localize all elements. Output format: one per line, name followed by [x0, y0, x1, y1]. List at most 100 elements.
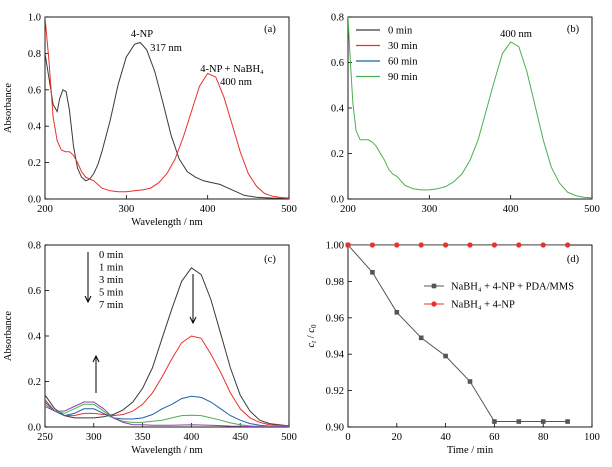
panel-b: 200 300 400 500 0.0 0.2 0.4 0.6 0.8 (b) 400 nm 0 mi… [331, 13, 600, 216]
series-line [45, 267, 289, 427]
y-tick-label: 0.8 [28, 241, 41, 252]
series-line [45, 401, 289, 427]
y-tick-label: 0.4 [28, 332, 42, 343]
data-point [467, 379, 473, 384]
panel-label: (b) [567, 24, 580, 35]
decrease-arrow-head [189, 316, 197, 325]
plot-frame [347, 16, 593, 200]
peak-label: 4-NP [131, 29, 153, 40]
y-tick-label: 0.4 [28, 122, 42, 133]
legend-label: 60 min [388, 57, 418, 68]
y-tick-label: 0.90 [326, 423, 344, 434]
x-tick-label: 300 [86, 432, 102, 443]
legend-label: 0 min [388, 26, 413, 37]
x-tick-label: 350 [135, 432, 151, 443]
time-label: 5 min [99, 288, 124, 299]
legend-marker [431, 283, 437, 289]
data-point [394, 310, 400, 315]
data-point [443, 242, 449, 248]
legend-label: 30 min [388, 41, 418, 52]
x-tick-label: 300 [118, 204, 134, 215]
y-tick-label: 0.0 [331, 195, 344, 206]
series-line [45, 17, 289, 199]
panel-d: 0 20 40 60 80 100 0.90 0.92 0.94 0.96 0.98 1.00 Time… [306, 241, 600, 457]
legend-marker [431, 301, 437, 307]
y-tick-label: 0.98 [326, 277, 344, 288]
data-point [467, 242, 473, 248]
x-tick-label: 40 [440, 432, 451, 443]
x-tick-label: 80 [538, 432, 549, 443]
y-tick-label: 0.94 [326, 350, 345, 361]
y-tick-label: 0.0 [28, 423, 41, 434]
data-point [492, 419, 497, 424]
peak-wavelength-label: 400 nm [220, 77, 252, 88]
data-point [540, 419, 546, 424]
x-tick-label: 400 [184, 432, 200, 443]
y-tick-label: 0.6 [28, 286, 41, 297]
rise-arrow-head [92, 354, 100, 363]
y-axis-label: ct / c0 [306, 324, 318, 347]
x-tick-label: 0 [345, 432, 350, 443]
series-line [348, 17, 592, 199]
x-tick-label: 20 [392, 432, 403, 443]
data-point [394, 242, 400, 248]
data-point [540, 242, 546, 248]
data-point [565, 242, 571, 248]
panel-c: 250 300 350 400 450 500 0.0 0.2 0.4 0.6 0.8 Wavelen… [3, 241, 297, 457]
x-tick-label: 400 [503, 204, 519, 215]
panel-label: (d) [567, 254, 580, 265]
y-tick-label: 1.0 [28, 13, 41, 24]
data-point [345, 242, 351, 248]
y-tick-label: 0.6 [331, 58, 344, 69]
legend-label: NaBH₄ + 4-NP [451, 300, 515, 311]
panel-label: (c) [264, 254, 276, 265]
series-line [45, 395, 289, 427]
time-arrow-head [84, 295, 92, 304]
series-line [348, 245, 568, 422]
plot-frame [44, 244, 290, 428]
peak-wavelength-label: 400 nm [500, 29, 532, 40]
data-point [565, 419, 570, 424]
plot-frame [347, 244, 593, 428]
panel-a: 200 300 400 500 0.0 0.2 0.4 0.6 0.8 1.0 Wavelength… [3, 13, 297, 229]
x-tick-label: 500 [281, 432, 297, 443]
peak-label: 4-NP + NaBH₄ [200, 64, 264, 75]
series-line [45, 41, 289, 199]
data-point [516, 242, 522, 248]
y-tick-label: 0.6 [28, 85, 41, 96]
legend-label: 90 min [388, 72, 418, 83]
y-axis-label: Absorbance [3, 83, 14, 133]
panel-label: (a) [264, 24, 276, 35]
x-axis-label: Wavelength / nm [131, 217, 202, 228]
y-tick-label: 0.96 [326, 313, 344, 324]
x-tick-label: 500 [281, 204, 297, 215]
y-tick-label: 0.2 [331, 149, 344, 160]
series-line [45, 335, 289, 427]
data-point [443, 353, 448, 359]
data-point [418, 335, 424, 341]
time-label: 7 min [99, 300, 124, 311]
x-tick-label: 500 [584, 204, 600, 215]
x-axis-label: Time / min [447, 445, 494, 456]
time-label: 0 min [99, 250, 124, 261]
y-tick-label: 0.2 [28, 377, 41, 388]
x-tick-label: 60 [489, 432, 500, 443]
data-point [370, 270, 375, 275]
data-point [516, 419, 522, 424]
y-tick-label: 0.92 [326, 386, 344, 397]
y-axis-label: Absorbance [3, 311, 14, 361]
data-point [491, 242, 497, 248]
peak-wavelength-label: 317 nm [150, 43, 182, 54]
series-line [45, 403, 289, 427]
x-tick-label: 200 [37, 204, 53, 215]
data-point [369, 242, 375, 248]
time-label: 3 min [99, 275, 124, 286]
y-tick-label: 0.4 [331, 104, 345, 115]
x-tick-label: 300 [421, 204, 437, 215]
x-tick-label: 100 [584, 432, 600, 443]
time-label: 1 min [99, 263, 124, 274]
x-tick-label: 450 [232, 432, 248, 443]
x-tick-label: 400 [200, 204, 216, 215]
y-tick-label: 0.0 [28, 195, 41, 206]
